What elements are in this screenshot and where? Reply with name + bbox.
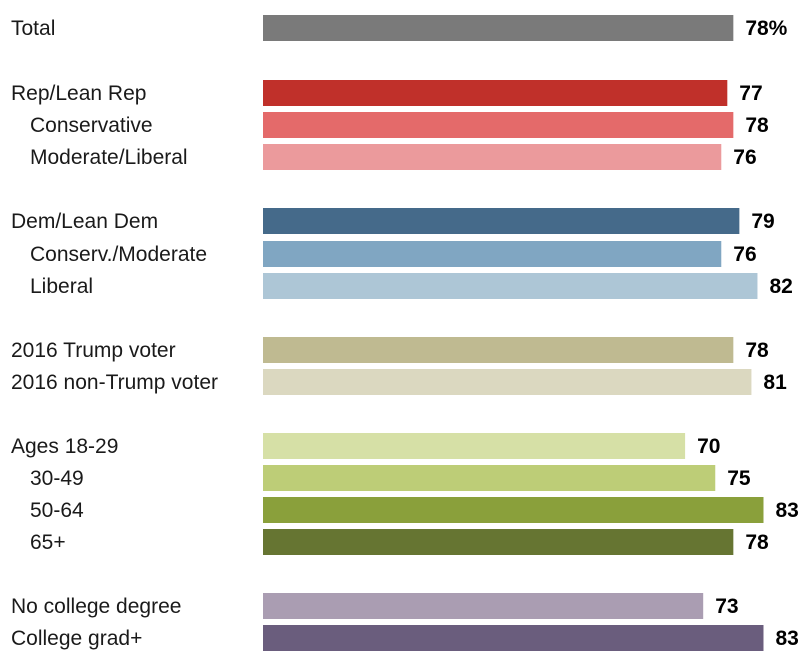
- category-label: 2016 Trump voter: [11, 339, 176, 362]
- bar: [263, 593, 704, 619]
- category-label: Conservative: [30, 114, 153, 137]
- value-label: 75: [727, 467, 751, 490]
- category-label: No college degree: [11, 595, 181, 618]
- category-label: Dem/Lean Dem: [11, 210, 158, 233]
- category-label: 65+: [30, 531, 66, 554]
- value-label: 76: [733, 243, 756, 266]
- value-label: 81: [763, 371, 787, 394]
- value-label: 78: [745, 339, 769, 362]
- bar: [263, 497, 764, 523]
- value-label: 73: [715, 595, 738, 618]
- bar: [263, 80, 728, 106]
- bar: [263, 337, 734, 363]
- category-label: 50-64: [30, 499, 84, 522]
- bar: [263, 208, 740, 234]
- bar: [263, 144, 722, 170]
- category-label: Moderate/Liberal: [30, 146, 188, 169]
- bar: [263, 15, 734, 41]
- category-label: 30-49: [30, 467, 84, 490]
- category-label: Liberal: [30, 275, 93, 298]
- category-label: Total: [11, 17, 55, 40]
- value-label: 78%: [745, 17, 787, 40]
- bar: [263, 625, 764, 651]
- value-label: 76: [733, 146, 756, 169]
- value-label: 79: [751, 210, 774, 233]
- bar: [263, 112, 734, 138]
- bar: [263, 529, 734, 555]
- bar: [263, 369, 752, 395]
- value-label: 77: [739, 82, 762, 105]
- bar: [263, 433, 686, 459]
- category-label: 2016 non-Trump voter: [11, 371, 218, 394]
- category-label: College grad+: [11, 627, 142, 650]
- bar: [263, 273, 758, 299]
- value-label: 70: [697, 435, 720, 458]
- value-label: 83: [775, 627, 798, 650]
- bar: [263, 241, 722, 267]
- category-label: Ages 18-29: [11, 435, 118, 458]
- bar: [263, 465, 716, 491]
- category-label: Rep/Lean Rep: [11, 82, 146, 105]
- value-label: 82: [769, 275, 792, 298]
- category-label: Conserv./Moderate: [30, 243, 207, 266]
- value-label: 78: [745, 531, 769, 554]
- value-label: 78: [745, 114, 769, 137]
- value-label: 83: [775, 499, 798, 522]
